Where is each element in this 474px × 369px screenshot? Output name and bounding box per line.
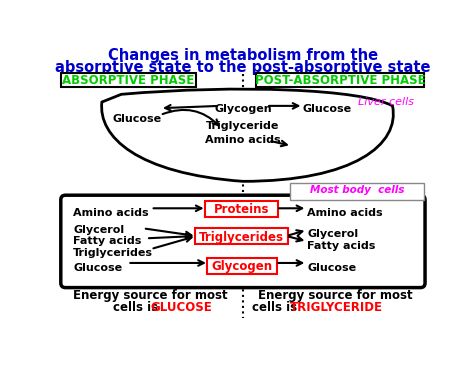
Text: Changes in metabolism from the: Changes in metabolism from the (108, 48, 378, 63)
Text: Amino acids: Amino acids (73, 207, 149, 217)
FancyBboxPatch shape (256, 73, 424, 87)
Text: Glycogen: Glycogen (214, 104, 272, 114)
Text: absorptive state to the post-absorptive state: absorptive state to the post-absorptive … (55, 60, 431, 75)
Text: Amino acids: Amino acids (205, 135, 281, 145)
Text: Glycerol: Glycerol (73, 225, 124, 235)
Text: Fatty acids: Fatty acids (73, 236, 142, 246)
Text: TRIGLYCERIDE: TRIGLYCERIDE (290, 301, 383, 314)
Text: Triglyceride: Triglyceride (206, 121, 280, 131)
Text: cells is: cells is (113, 301, 162, 314)
Text: Energy source for most: Energy source for most (258, 289, 412, 302)
FancyBboxPatch shape (61, 195, 425, 287)
Text: Glycerol: Glycerol (307, 229, 358, 239)
PathPatch shape (101, 89, 393, 181)
Text: Glycogen: Glycogen (211, 260, 273, 273)
Text: Fatty acids: Fatty acids (307, 241, 375, 251)
Text: Glucose: Glucose (112, 114, 161, 124)
Text: Proteins: Proteins (214, 203, 269, 216)
Text: Most body  cells: Most body cells (310, 185, 404, 195)
FancyBboxPatch shape (61, 73, 196, 87)
FancyBboxPatch shape (195, 228, 288, 245)
Text: ABSORPTIVE PHASE: ABSORPTIVE PHASE (62, 74, 194, 87)
FancyBboxPatch shape (207, 258, 277, 274)
Text: GLUCOSE: GLUCOSE (150, 301, 212, 314)
Text: Glucose: Glucose (307, 263, 356, 273)
Text: Amino acids: Amino acids (307, 207, 383, 217)
Text: Liver cells: Liver cells (357, 97, 414, 107)
Text: POST-ABSORPTIVE PHASE: POST-ABSORPTIVE PHASE (255, 74, 426, 87)
Text: Triglycerides: Triglycerides (199, 231, 284, 244)
Text: Glucose: Glucose (302, 104, 351, 114)
FancyBboxPatch shape (205, 201, 278, 217)
FancyBboxPatch shape (290, 183, 423, 200)
Text: Triglycerides: Triglycerides (73, 248, 153, 258)
Text: Glucose: Glucose (73, 263, 122, 273)
Text: cells is: cells is (252, 301, 301, 314)
Text: Energy source for most: Energy source for most (73, 289, 228, 302)
